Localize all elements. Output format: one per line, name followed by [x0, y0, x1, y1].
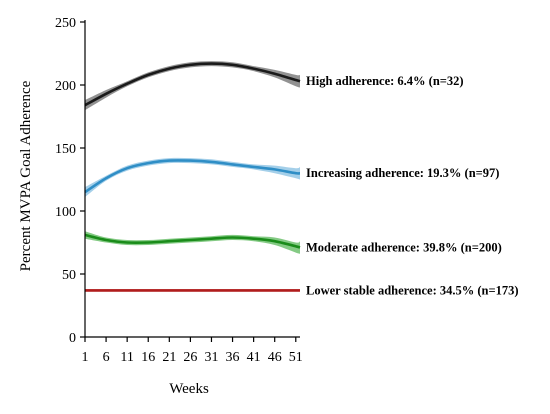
- series-label-3: Moderate adherence: 39.8% (n=200): [306, 241, 502, 255]
- confidence-band-2: [85, 157, 300, 198]
- x-axis-ticks: 1 6 11 16 21 26 31 36 41 46 51: [82, 337, 303, 365]
- x-axis-title: Weeks: [169, 381, 209, 397]
- x-tick-label: 26: [183, 350, 197, 365]
- series-label-2: Increasing adherence: 19.3% (n=97): [306, 166, 499, 180]
- y-tick-label: 200: [55, 79, 76, 94]
- x-tick-label: 51: [289, 350, 303, 365]
- series-lines: [84, 62, 301, 292]
- series-label-4: Lower stable adherence: 34.5% (n=173): [306, 283, 519, 297]
- x-tick-label: 21: [162, 350, 176, 365]
- confidence-band-1: [85, 61, 300, 111]
- x-tick-label: 41: [247, 350, 261, 365]
- y-tick-label: 0: [69, 331, 76, 346]
- x-tick-label: 1: [82, 350, 89, 365]
- x-tick-label: 36: [226, 350, 240, 365]
- y-tick-label: 100: [55, 205, 76, 220]
- series-label-1: High adherence: 6.4% (n=32): [306, 74, 464, 88]
- series-line-1: [84, 62, 301, 107]
- axes: [84, 20, 300, 338]
- x-tick-label: 11: [120, 350, 133, 365]
- y-tick-label: 50: [62, 268, 76, 283]
- x-tick-label: 46: [268, 350, 282, 365]
- y-axis-title: Percent MVPA Goal Adherence: [18, 80, 34, 271]
- x-tick-label: 31: [204, 350, 218, 365]
- series-line-3: [84, 233, 301, 249]
- series-line-2: [84, 159, 301, 194]
- x-tick-label: 6: [103, 350, 110, 365]
- y-axis-ticks: 0 50 100 150 200 250: [55, 16, 85, 346]
- y-tick-label: 150: [55, 142, 76, 157]
- x-tick-label: 16: [141, 350, 155, 365]
- y-tick-label: 250: [55, 16, 76, 31]
- confidence-bands: [85, 61, 300, 292]
- series-labels: High adherence: 6.4% (n=32) Increasing ad…: [306, 74, 519, 297]
